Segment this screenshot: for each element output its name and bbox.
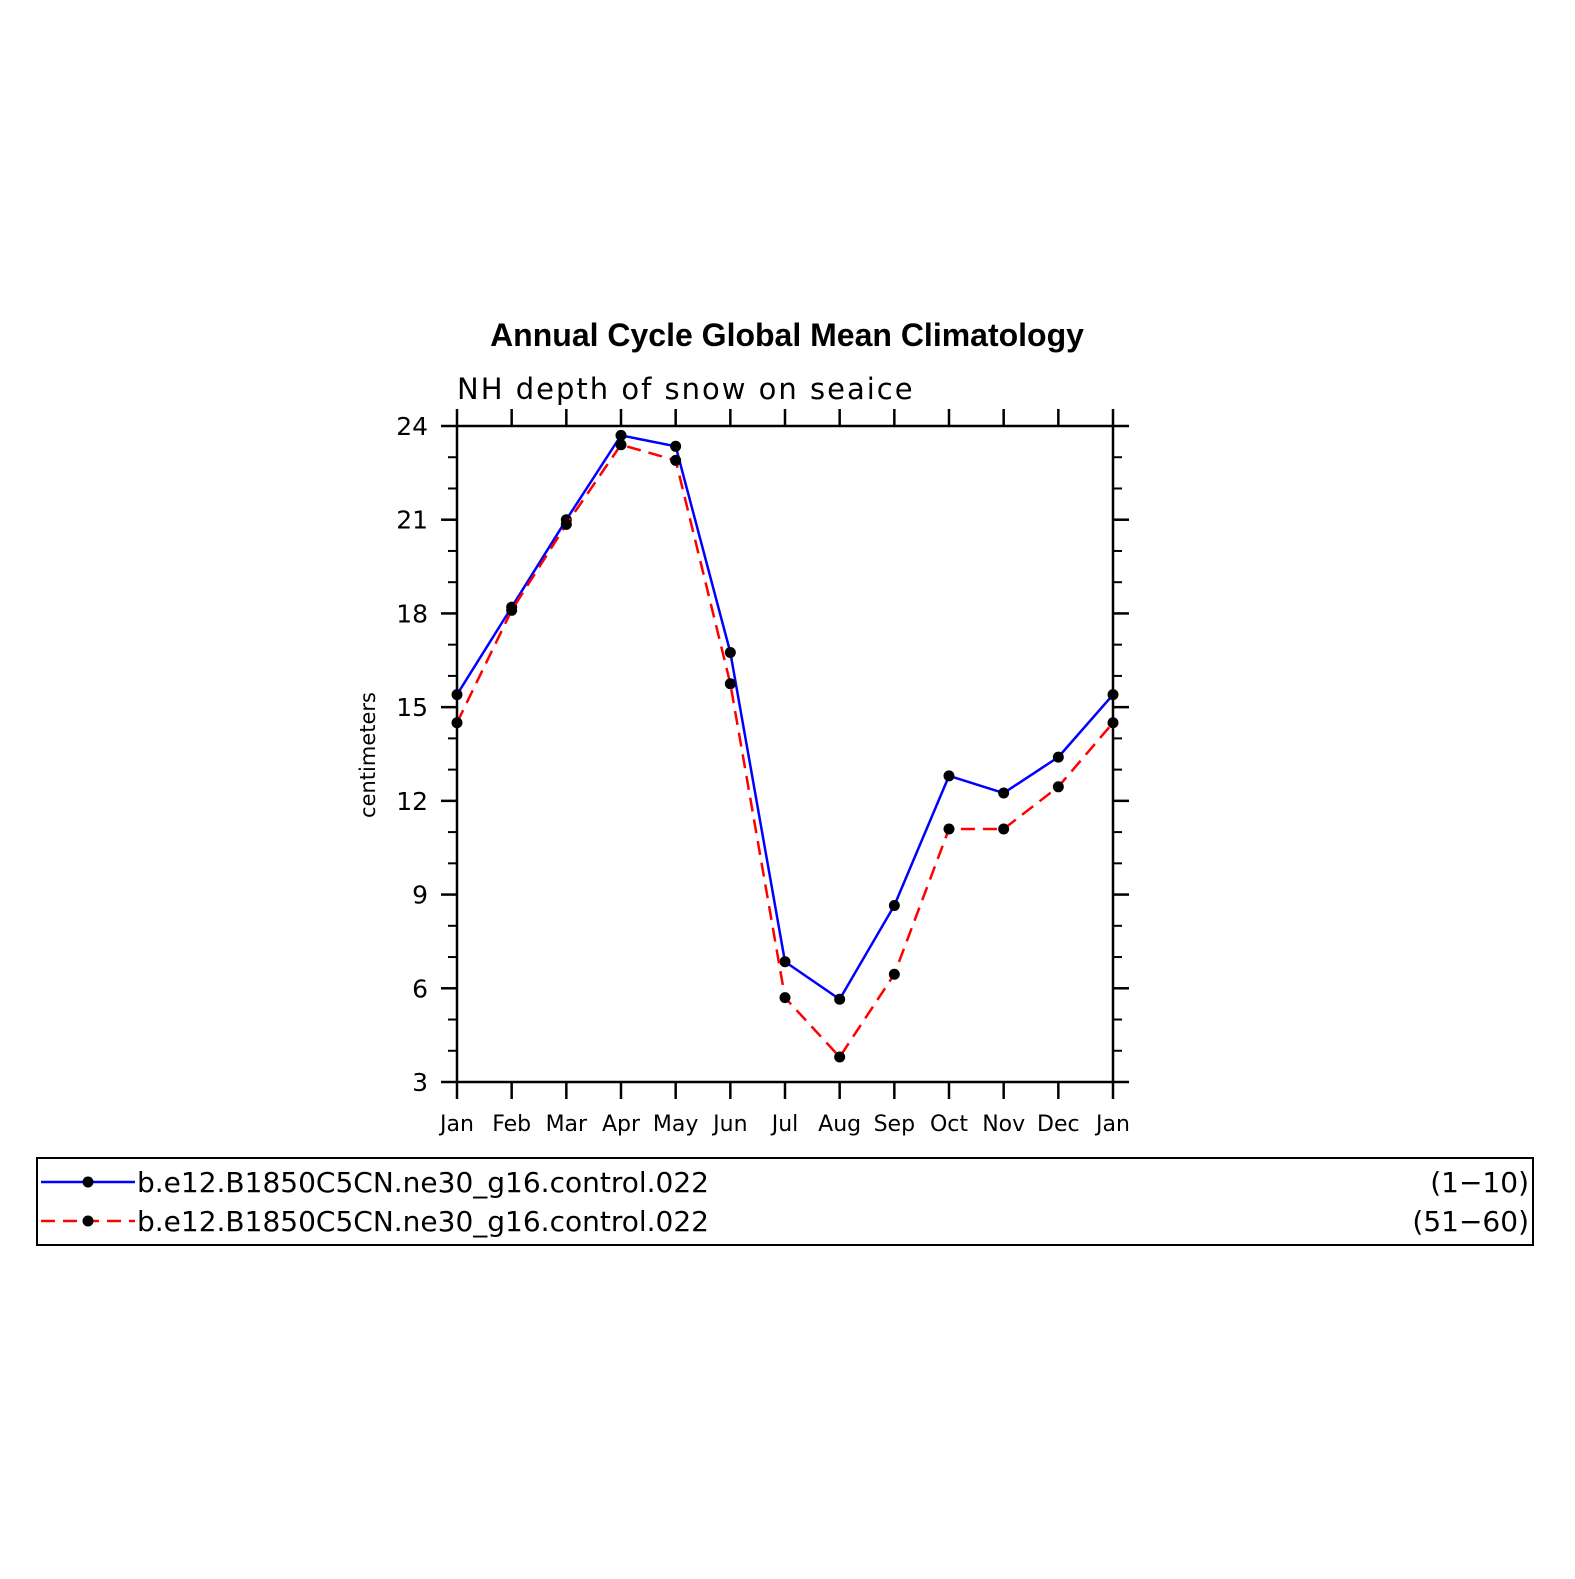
series-1-point	[1052, 751, 1064, 763]
x-tick-label: Sep	[874, 1112, 915, 1137]
x-tick-label: Apr	[602, 1112, 641, 1137]
series-2-point	[834, 1051, 846, 1063]
x-tick-label: Aug	[818, 1112, 861, 1137]
y-tick-label: 3	[412, 1068, 428, 1097]
legend-years-2: (51−60)	[1412, 1205, 1529, 1238]
series-1-point	[451, 689, 463, 701]
legend-marker-2	[82, 1215, 94, 1227]
series-1-point	[888, 900, 900, 912]
series-2-point	[779, 992, 791, 1004]
axes: 3 6 9 12 15 18 21 24 Jan Feb Mar Apr May Jun Jul Aug Sep…	[396, 409, 1130, 1137]
series-2-point	[670, 454, 682, 466]
x-tick-label: Jul	[770, 1112, 799, 1137]
series-layer	[451, 429, 1119, 1063]
legend-label-1: b.e12.B1850C5CN.ne30_g16.control.022	[137, 1166, 709, 1199]
legend: b.e12.B1850C5CN.ne30_g16.control.022 (1−1…	[36, 1157, 1534, 1246]
series-1-point	[943, 770, 955, 782]
series-2-point	[943, 823, 955, 835]
legend-box	[36, 1157, 1534, 1246]
x-tick-label: Feb	[492, 1112, 531, 1137]
series-1-point	[834, 993, 846, 1005]
x-tick-label: May	[653, 1112, 698, 1137]
x-tick-label: Jun	[711, 1112, 747, 1137]
series-1-point	[998, 787, 1010, 799]
series-1-point	[724, 646, 736, 658]
legend-marker-1	[82, 1176, 94, 1188]
series-2-point	[1052, 781, 1064, 793]
series-1-point	[1107, 689, 1119, 701]
series-1	[451, 429, 1119, 1005]
chart-subtitle: NH depth of snow on seaice	[457, 372, 915, 406]
y-axis-label: centimeters	[356, 692, 380, 818]
y-tick-label: 24	[396, 412, 428, 441]
y-tick-label: 15	[396, 693, 428, 722]
x-tick-label: Jan	[438, 1112, 474, 1137]
y-tick-label: 9	[412, 881, 428, 910]
series-2-point	[724, 678, 736, 690]
series-2-point	[451, 717, 463, 729]
x-tick-label: Dec	[1037, 1112, 1080, 1137]
series-1-point	[670, 440, 682, 452]
series-2-point	[560, 518, 572, 530]
y-tick-label: 6	[412, 974, 428, 1003]
series-2-point	[998, 823, 1010, 835]
plot-frame	[455, 424, 1115, 1084]
x-tick-label: Oct	[930, 1112, 968, 1137]
series-1-point	[779, 956, 791, 968]
series-2-point	[506, 604, 518, 616]
series-2-point	[888, 968, 900, 980]
x-tick-label: Jan	[1094, 1112, 1130, 1137]
chart-title: Annual Cycle Global Mean Climatology	[490, 317, 1084, 353]
x-tick-label: Nov	[982, 1112, 1025, 1137]
series-2	[451, 439, 1119, 1063]
y-tick-label: 18	[396, 599, 428, 628]
legend-years-1: (1−10)	[1430, 1166, 1529, 1199]
y-tick-label: 21	[396, 506, 428, 535]
y-tick-label: 12	[396, 787, 428, 816]
series-2-point	[1107, 717, 1119, 729]
x-tick-label: Mar	[546, 1112, 588, 1137]
legend-label-2: b.e12.B1850C5CN.ne30_g16.control.022	[137, 1205, 709, 1238]
series-1-point	[615, 429, 627, 441]
series-2-point	[615, 439, 627, 451]
series-1-line	[455, 434, 1114, 1001]
